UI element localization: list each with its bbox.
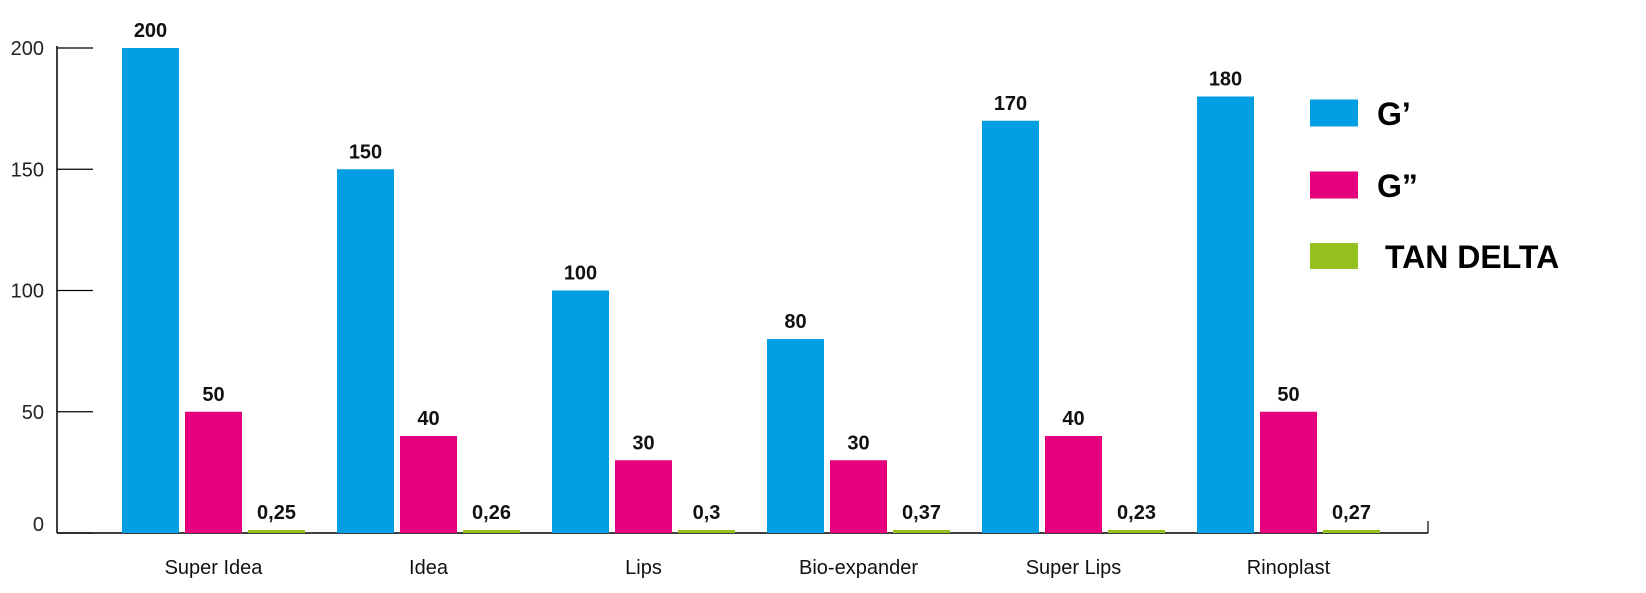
x-tick-label: Idea <box>409 557 449 579</box>
x-tick-label: Super Lips <box>1026 557 1122 579</box>
bar <box>1197 96 1254 533</box>
bar <box>767 339 824 533</box>
bar <box>893 530 950 533</box>
bar <box>678 530 735 533</box>
bar <box>1045 436 1102 533</box>
bar <box>982 120 1039 533</box>
x-tick-label: Super Idea <box>165 557 264 579</box>
bar <box>248 530 305 533</box>
data-label: 30 <box>632 432 654 454</box>
data-label: 0,25 <box>257 502 296 524</box>
data-label: 40 <box>417 408 439 430</box>
legend: G’ G” TAN DELTA <box>1310 96 1559 275</box>
bar <box>1108 530 1165 533</box>
bars: 200 50 0,25 150 40 0,26 100 30 0,3 80 30 0,37 170 40 0… <box>122 20 1380 533</box>
bar <box>185 411 242 533</box>
bar <box>830 460 887 533</box>
y-tick-label: 150 <box>11 159 44 181</box>
bar <box>400 436 457 533</box>
legend-swatch <box>1310 99 1358 127</box>
data-label: 50 <box>1277 384 1299 406</box>
data-label: 0,26 <box>472 502 511 524</box>
legend-label: G’ <box>1377 96 1411 132</box>
legend-label: TAN DELTA <box>1385 239 1559 275</box>
y-tick-label: 50 <box>22 402 44 424</box>
data-label: 30 <box>847 432 869 454</box>
data-label: 100 <box>564 263 597 285</box>
data-label: 40 <box>1062 408 1084 430</box>
legend-label: G” <box>1377 168 1418 204</box>
data-label: 0,3 <box>693 502 721 524</box>
x-tick-label: Bio-expander <box>799 557 918 579</box>
y-tick-label: 200 <box>11 38 44 60</box>
bar <box>615 460 672 533</box>
x-tick-label: Rinoplast <box>1247 557 1331 579</box>
data-label: 0,23 <box>1117 502 1156 524</box>
data-label: 170 <box>994 93 1027 115</box>
bar <box>1260 411 1317 533</box>
x-tick-label: Lips <box>625 557 662 579</box>
legend-swatch <box>1310 243 1358 269</box>
data-label: 180 <box>1209 69 1242 91</box>
data-label: 200 <box>134 20 167 42</box>
y-axis: 0 50 100 150 200 <box>11 38 93 536</box>
data-label: 0,27 <box>1332 502 1371 524</box>
y-tick-label: 100 <box>11 281 44 303</box>
bar <box>552 290 609 533</box>
legend-swatch <box>1310 171 1358 199</box>
y-tick-label: 0 <box>33 514 44 536</box>
bar <box>463 530 520 533</box>
bar <box>1323 530 1380 533</box>
bar <box>122 48 179 533</box>
data-label: 50 <box>202 384 224 406</box>
data-label: 0,37 <box>902 502 941 524</box>
bar <box>337 169 394 533</box>
data-label: 80 <box>784 311 806 333</box>
data-label: 150 <box>349 141 382 163</box>
